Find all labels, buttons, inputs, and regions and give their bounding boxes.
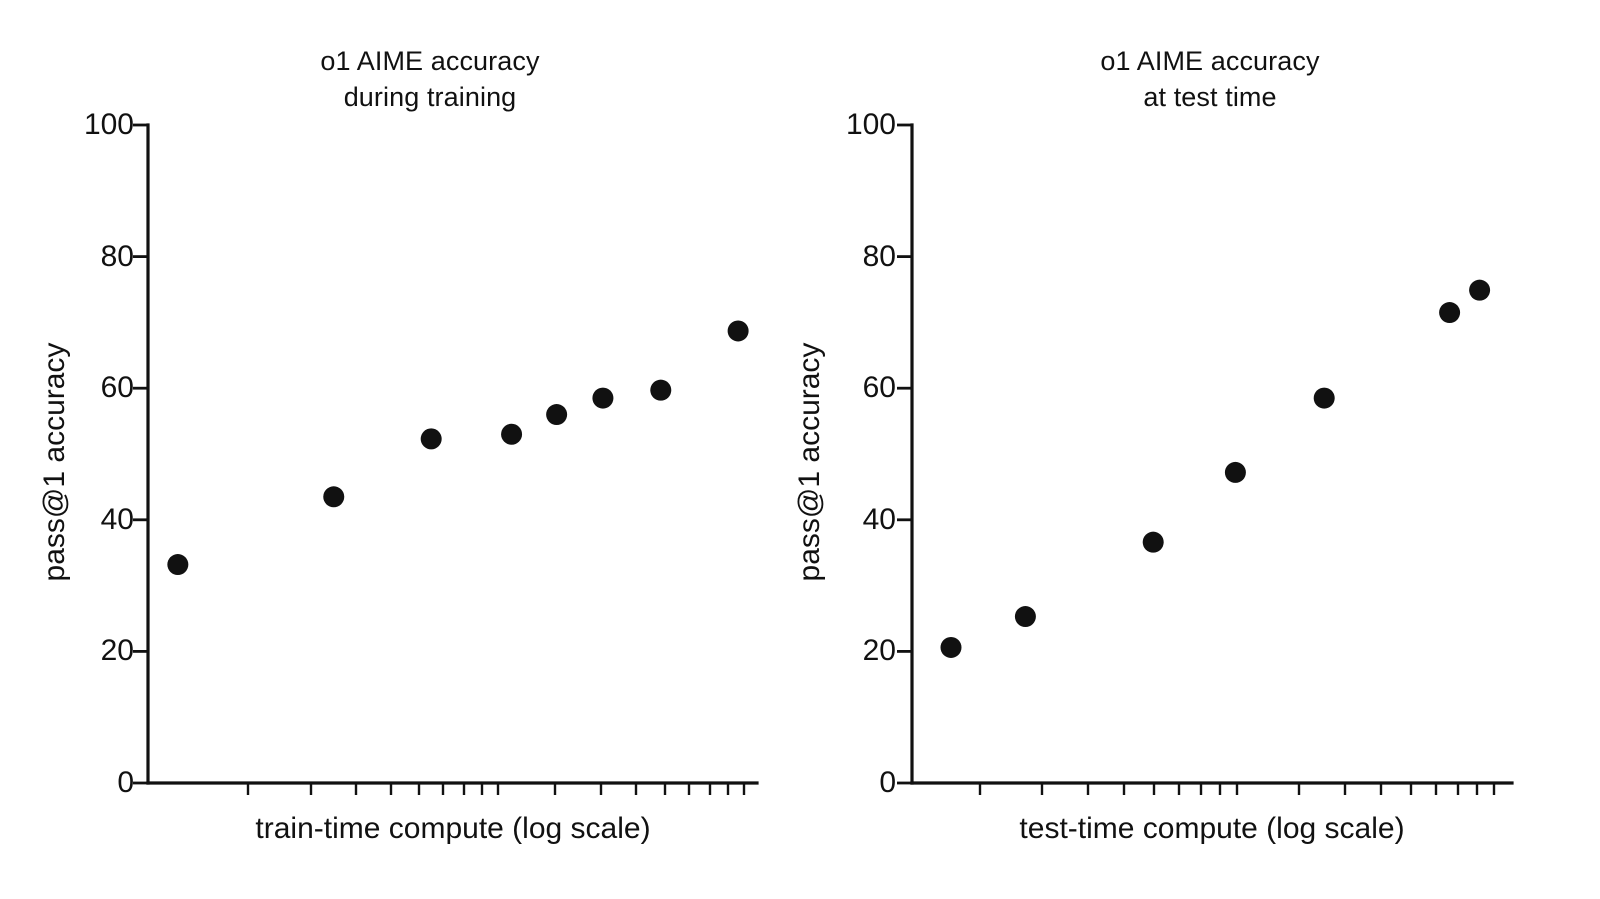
- chart-panel-train-time: o1 AIME accuracy during training 100 80 …: [0, 44, 800, 845]
- data-point: [727, 320, 749, 342]
- data-point: [1313, 387, 1335, 409]
- data-point: [167, 554, 189, 576]
- panel-title-line1: o1 AIME accuracy: [1100, 46, 1320, 76]
- data-series-test-time: [940, 279, 1491, 658]
- panel-title-line1: o1 AIME accuracy: [320, 46, 540, 76]
- panel-title-line2: at test time: [1143, 81, 1277, 112]
- data-point: [546, 404, 568, 426]
- plot-area-train-time: [133, 123, 759, 795]
- panel-title-test-time: o1 AIME accuracy at test time: [800, 44, 1600, 115]
- data-point: [420, 428, 442, 450]
- data-point: [1224, 461, 1246, 483]
- data-point: [1469, 279, 1491, 301]
- data-point: [1439, 302, 1461, 324]
- plot-area-test-time: [897, 123, 1514, 795]
- data-point: [592, 387, 614, 409]
- data-point: [1014, 606, 1036, 628]
- data-series-train-time: [167, 320, 749, 576]
- chart-panel-test-time: o1 AIME accuracy at test time 100 80 60 …: [793, 0, 1600, 899]
- panel-title-train-time: o1 AIME accuracy during training: [0, 44, 800, 115]
- x-axis-log-ticks: [978, 783, 1496, 795]
- data-point: [940, 636, 962, 658]
- x-axis-label: test-time compute (log scale): [1019, 812, 1405, 845]
- data-point: [323, 486, 345, 508]
- x-axis-log-ticks: [246, 783, 746, 795]
- data-point: [1142, 531, 1164, 553]
- x-axis-label: train-time compute (log scale): [255, 812, 651, 845]
- data-point: [501, 423, 523, 445]
- data-point: [650, 379, 672, 401]
- panel-title-line2: during training: [343, 81, 517, 112]
